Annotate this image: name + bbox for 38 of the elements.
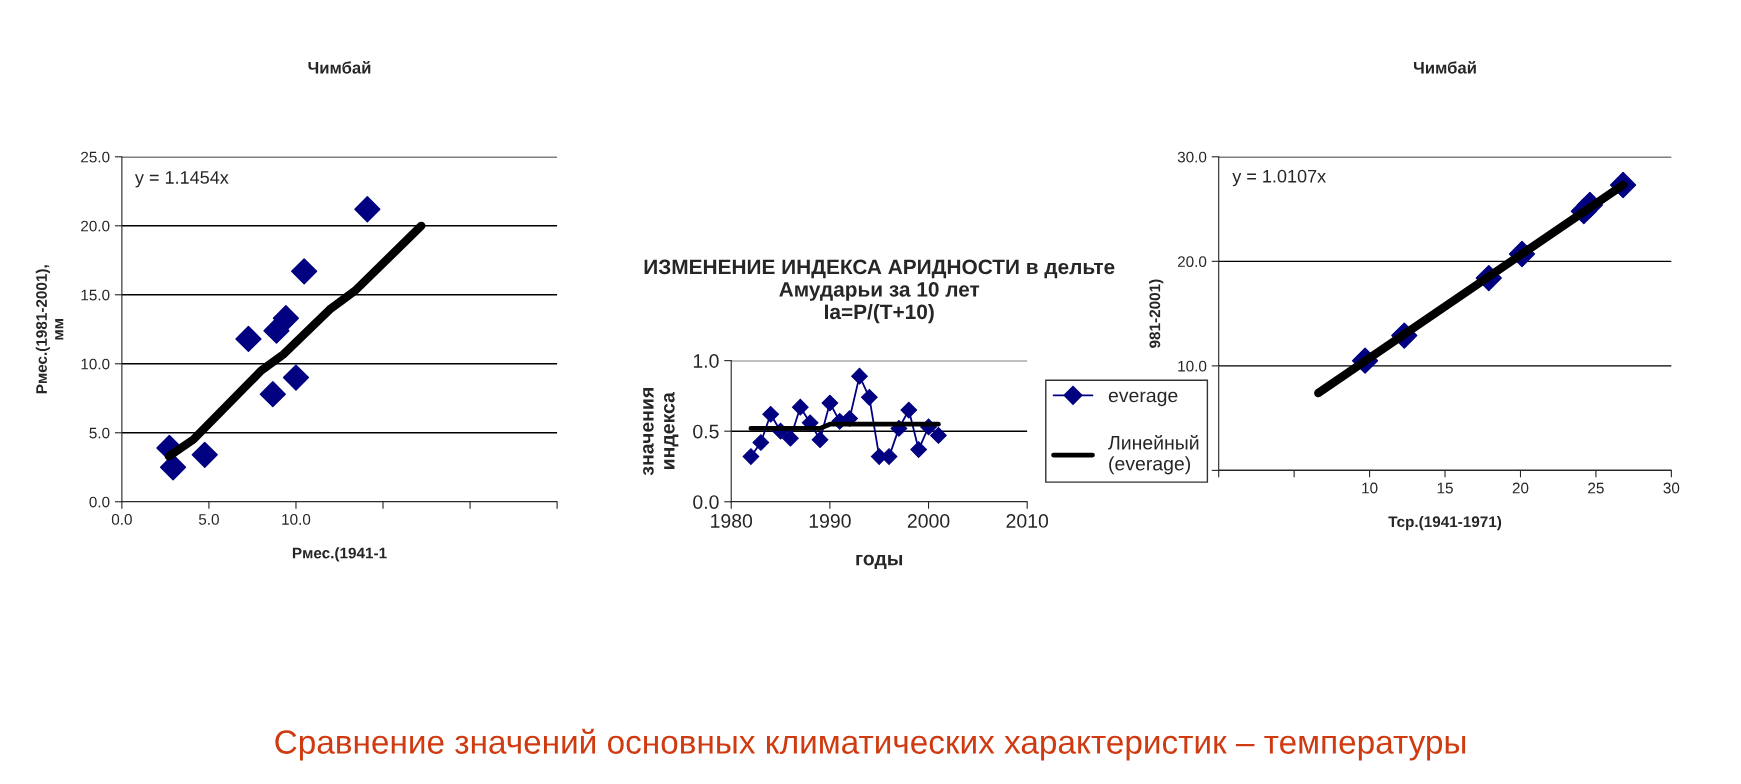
y-tick-label: 10.0 [81, 358, 110, 370]
y-tick-label: 30.0 [1177, 151, 1207, 163]
y-tick-label: 1.0 [693, 354, 719, 368]
x-tick-label: 30 [1663, 482, 1680, 494]
text: Сравнение значений основных климатических характеристик – температуры [275, 728, 1466, 761]
y-axis-title: 981-2001) [1149, 279, 1164, 348]
x-tick-label: 10.0 [282, 513, 311, 525]
y-tick-label: 0.0 [89, 496, 110, 508]
x-tick-label: 20 [1512, 482, 1529, 494]
y-tick-label: 20.0 [81, 220, 110, 232]
x-tick-label: 1980 [711, 514, 753, 528]
x-tick-label: 1990 [809, 514, 851, 528]
x-axis-title: Рмес.(1941-1 [292, 547, 387, 562]
annotation: y = 1.0107x [1232, 169, 1326, 187]
y-tick-label: 25.0 [81, 151, 110, 163]
chart-title: Чимбай [1413, 61, 1476, 74]
x-tick-label: 15 [1437, 482, 1453, 494]
x-axis-title: годы [856, 554, 903, 570]
x-tick-label: 5.0 [198, 513, 219, 525]
legend-label: Линейный (everage) [1108, 434, 1199, 475]
y-tick-label: 10.0 [1178, 360, 1207, 372]
y-tick-label: 15.0 [81, 289, 110, 301]
legend-label: everage [1108, 391, 1178, 407]
y-tick-label: 20.0 [1177, 256, 1207, 268]
chart-title: Чимбай [308, 61, 371, 74]
y-tick-label: 5.0 [89, 427, 110, 439]
x-tick-label: 0.0 [111, 513, 132, 525]
y-tick-label: 0.5 [693, 424, 719, 439]
x-axis-title: Тср.(1941-1971) [1388, 515, 1502, 531]
annotation: y = 1.1454x [134, 171, 229, 188]
x-tick-label: 2010 [1006, 514, 1049, 528]
y-axis-title: значения индекса [643, 388, 679, 476]
x-tick-label: 2000 [907, 514, 950, 528]
chart-title: ИЗМЕНЕНИЕ ИНДЕКСА АРИДНОСТИ в дельте Амударьи за 10 лет Ia=P/(T+10) [644, 259, 1115, 324]
x-tick-label: 25 [1588, 482, 1604, 494]
x-tick-label: 10 [1362, 482, 1378, 494]
y-tick-label: 0.0 [693, 495, 719, 509]
y-axis-title: Рмес.(1981-2001), мм [35, 265, 64, 394]
